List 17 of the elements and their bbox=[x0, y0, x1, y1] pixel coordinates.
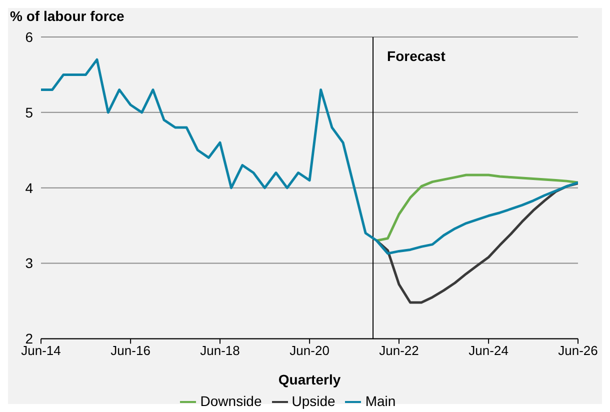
y-tick-label: 6 bbox=[25, 28, 34, 45]
legend-label: Main bbox=[365, 392, 396, 409]
y-tick-label: 4 bbox=[25, 180, 34, 196]
legend-label: Upside bbox=[292, 392, 336, 409]
ref-line-label: Forecast bbox=[387, 48, 446, 64]
x-tick-label: Jun-24 bbox=[468, 342, 508, 358]
legend-label: Downside bbox=[200, 392, 262, 409]
x-tick-label: Jun-16 bbox=[110, 342, 150, 358]
x-tick-label: Jun-20 bbox=[290, 342, 330, 358]
x-tick-label: Jun-22 bbox=[379, 342, 419, 358]
y-tick-label: 5 bbox=[25, 104, 34, 120]
y-tick-label: 3 bbox=[25, 255, 34, 272]
x-tick-label: Jun-26 bbox=[558, 342, 598, 358]
x-tick-label: Jun-18 bbox=[200, 342, 240, 358]
y-axis-title: % of labour force bbox=[10, 8, 124, 24]
x-axis-title: Quarterly bbox=[278, 372, 341, 388]
line-series bbox=[375, 174, 578, 242]
